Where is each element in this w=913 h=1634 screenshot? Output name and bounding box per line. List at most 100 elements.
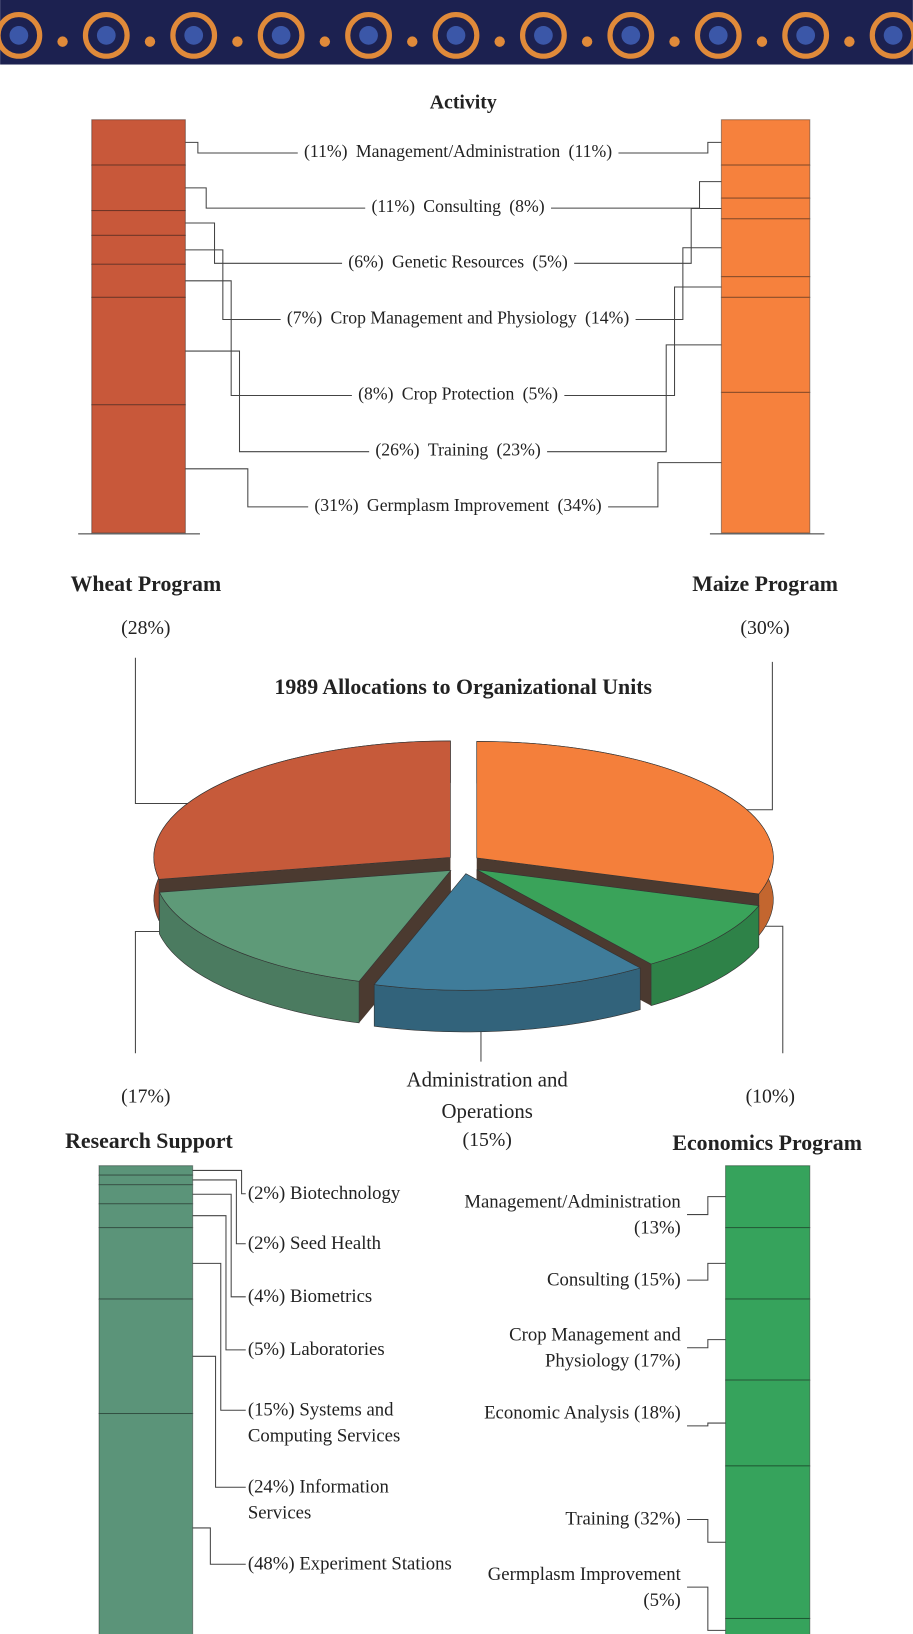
pie-slice (476, 741, 774, 895)
leader-line (185, 468, 309, 508)
banner-small (407, 36, 418, 47)
bar-segment (98, 1413, 194, 1634)
bar-segment (725, 1298, 811, 1381)
banner-dot (534, 26, 553, 45)
segment-value-label: (15%) (633, 1268, 681, 1290)
bar-segment (725, 1165, 811, 1229)
segment-category: Biometrics (289, 1285, 373, 1307)
segment-label-box: (4%) Biometrics (248, 1283, 456, 1309)
bar-segment (720, 119, 811, 166)
segment-label-box: Management/Administration (13%) (450, 1189, 681, 1241)
banner-dot (359, 26, 378, 45)
leader-line (185, 280, 352, 397)
segment-label-box: Crop Management and Physiology (17%) (450, 1322, 681, 1374)
unit-percent: (10%) (746, 1086, 795, 1108)
segment-value-label: (48%) (247, 1552, 295, 1574)
bar-segment (720, 276, 811, 298)
leader-line (192, 1179, 246, 1245)
segment-label: (2%) Biotechnology (247, 1182, 400, 1204)
activity-label: (7%) Crop Management and Physiology (14%) (287, 308, 629, 328)
unit-name: Wheat Program (71, 572, 222, 596)
segment-value-label: (2%) (247, 1182, 286, 1204)
banner-ring (82, 11, 130, 59)
unit-percent: (17%) (121, 1086, 170, 1108)
banner-pattern (0, 11, 913, 59)
segment-label-box: Training (32%) (450, 1506, 681, 1532)
activity-label: (26%) Training (23%) (375, 440, 540, 460)
wheat-value-label: (26%) (375, 440, 419, 460)
pie-slice (158, 870, 452, 982)
activity-label: (31%) Germplasm Improvement (34%) (314, 495, 601, 515)
banner-dot (446, 26, 466, 45)
pie-title-box: 1989 Allocations to Organizational Units (266, 671, 661, 702)
leader-line (564, 286, 722, 397)
unit-percent: (28%) (121, 617, 170, 639)
banner-ring (0, 11, 43, 59)
bar-segment (720, 164, 811, 199)
wheat-value-label: (7%) (287, 308, 322, 328)
bar-segment (98, 1165, 194, 1176)
leader-line (608, 462, 722, 508)
banner-ring (782, 11, 830, 59)
category-label: Management/Administration (356, 141, 561, 161)
banner-small (669, 36, 680, 47)
segment-label: Management/Administration (13%) (450, 1189, 681, 1241)
segment-label-box: (2%) Seed Health (248, 1230, 456, 1256)
banner-ring (607, 11, 655, 59)
banner-ring (432, 11, 480, 59)
bar-segment (98, 1203, 194, 1229)
segment-value-label: (18%) (633, 1401, 681, 1423)
bar-segment (720, 218, 811, 278)
segment-label: Consulting (15%) (450, 1267, 681, 1293)
bar-segment (720, 391, 811, 534)
segment-value-label: (32%) (633, 1508, 681, 1529)
category-label: Crop Protection (402, 384, 515, 404)
bar-segment (725, 1465, 811, 1620)
segment-label: (48%) Experiment Stations (248, 1551, 456, 1577)
bar-segment (91, 119, 186, 166)
bar-segment (91, 210, 186, 236)
leader-line (635, 247, 722, 321)
bar-segment (725, 1379, 811, 1467)
segment-label: (4%) Biometrics (248, 1283, 456, 1309)
bar-segment (91, 234, 186, 265)
segment-category: Information Services (247, 1475, 389, 1523)
banner-ring (869, 11, 913, 59)
segment-category: Crop Management and Physiology (509, 1323, 681, 1371)
pie-title-text: 1989 Allocations to Organizational Units (274, 674, 653, 700)
wheat-value-label: (11%) (304, 141, 348, 161)
banner-dot (883, 26, 903, 45)
segment-label-box: (48%) Experiment Stations (248, 1551, 456, 1577)
segment-category: Management/Administration (464, 1190, 681, 1212)
bar-segment (91, 404, 186, 534)
bar-segment (725, 1617, 811, 1634)
banner-small (232, 36, 243, 47)
leader-line (192, 1169, 246, 1195)
leader-line (547, 344, 722, 453)
segment-label-box: Economic Analysis (18%) (450, 1400, 681, 1426)
activity-label: (11%) Consulting (8%) (371, 196, 544, 216)
maize-value-label: (5%) (532, 251, 567, 271)
wheat-value-label: (31%) (314, 495, 358, 515)
bar-segment (720, 296, 811, 393)
leader-line (185, 350, 370, 453)
segment-label-box: Consulting (15%) (450, 1267, 681, 1293)
maize-value-label: (34%) (558, 495, 602, 515)
maize-value-label: (14%) (585, 308, 629, 328)
segment-category: Experiment Stations (299, 1552, 452, 1574)
wheat-value-label: (6%) (348, 251, 383, 271)
banner-ring (694, 11, 742, 59)
category-label: Crop Management and Physiology (331, 308, 577, 328)
unit-name: Economics Program (672, 1131, 861, 1155)
banner-small (57, 36, 68, 47)
banner-dot (796, 26, 816, 45)
leader-line (192, 1215, 246, 1351)
activity-label: (8%) Crop Protection (5%) (358, 384, 558, 404)
banner-small (844, 36, 855, 47)
activity-title: Activity (430, 92, 497, 114)
segment-value-label: (17%) (633, 1349, 681, 1371)
unit-name: Maize Program (692, 572, 838, 596)
leader-line (192, 1355, 246, 1488)
segment-category: Seed Health (289, 1232, 381, 1254)
leader-line (185, 187, 366, 209)
